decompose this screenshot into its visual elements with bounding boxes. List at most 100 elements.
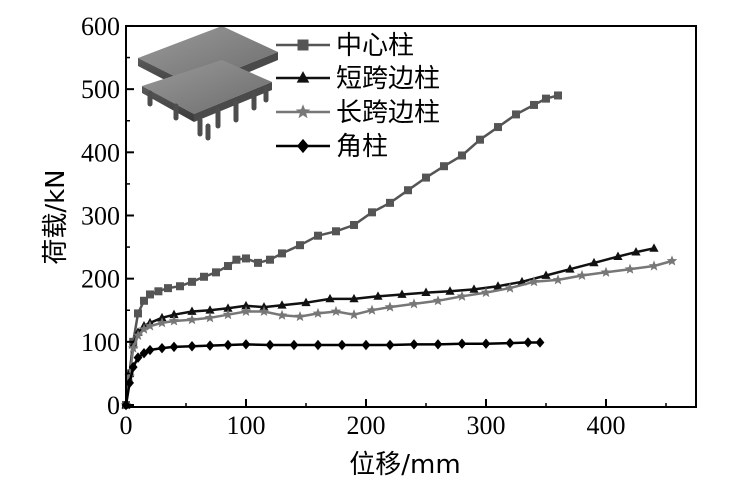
data-point	[276, 309, 288, 320]
data-point	[366, 304, 378, 315]
y-tick-label: 300	[81, 201, 120, 230]
data-point	[530, 100, 538, 109]
data-point	[314, 231, 322, 240]
data-point	[124, 371, 135, 382]
data-point	[422, 173, 430, 182]
y-tick-label: 400	[81, 138, 120, 167]
data-point	[301, 297, 311, 307]
data-point	[187, 306, 197, 315]
x-tick-label: 100	[227, 411, 266, 440]
data-point	[240, 305, 252, 316]
data-point	[494, 123, 502, 132]
data-point	[241, 300, 251, 310]
legend-item-long-span-edge-column: 长跨边柱	[276, 98, 440, 128]
series-line	[124, 259, 673, 406]
data-point	[349, 293, 359, 303]
data-point	[144, 320, 156, 331]
y-tick-label: 200	[81, 265, 120, 294]
data-point	[134, 309, 142, 318]
series-line	[124, 341, 540, 406]
data-point	[433, 339, 443, 350]
data-point	[528, 276, 540, 287]
data-point	[154, 287, 163, 296]
data-point	[480, 287, 492, 298]
data-point	[254, 258, 262, 267]
legend-item-short-span-edge-column: 短跨边柱	[276, 64, 440, 94]
legend-label: 角柱	[336, 132, 388, 162]
data-point	[332, 227, 340, 236]
data-point	[554, 91, 562, 100]
legend-marker	[296, 71, 310, 83]
data-point	[456, 290, 468, 301]
data-point	[373, 291, 383, 300]
data-point	[224, 262, 232, 271]
data-point	[576, 269, 588, 280]
data-point	[648, 260, 660, 271]
y-axis: 0 100 200 300 400 500 600	[81, 12, 134, 420]
data-point	[294, 311, 306, 322]
data-point	[476, 135, 484, 144]
legend-label: 短跨边柱	[336, 64, 440, 94]
data-point	[278, 249, 286, 258]
series-short-span-edge-column	[121, 243, 659, 409]
data-point	[589, 257, 599, 267]
data-point	[313, 339, 323, 351]
data-point	[325, 293, 335, 303]
y-tick-label: 100	[81, 328, 120, 357]
data-point	[361, 339, 371, 351]
data-point	[296, 241, 304, 250]
data-point	[493, 281, 503, 290]
data-point	[348, 309, 360, 320]
data-point	[169, 341, 179, 353]
data-point	[205, 305, 215, 314]
data-point	[512, 110, 520, 119]
data-point	[277, 300, 287, 309]
data-point	[169, 309, 179, 319]
data-point	[408, 298, 420, 309]
data-point	[223, 339, 233, 351]
data-point	[385, 339, 395, 351]
series-line	[124, 247, 655, 406]
data-point	[289, 339, 299, 351]
legend-label: 中心柱	[336, 31, 414, 61]
data-point	[164, 284, 172, 293]
series-long-span-edge-column	[120, 255, 678, 410]
data-point	[176, 282, 184, 291]
data-point	[600, 266, 612, 277]
data-point	[666, 255, 678, 266]
data-point	[445, 286, 455, 295]
data-point	[457, 338, 467, 349]
data-point	[125, 377, 134, 389]
data-point	[157, 342, 167, 354]
data-point	[552, 274, 564, 285]
data-point	[469, 284, 479, 293]
data-point	[266, 255, 274, 264]
data-point	[232, 255, 241, 264]
data-point	[397, 289, 407, 298]
series-line	[124, 94, 559, 406]
plot-frame	[125, 25, 697, 408]
legend-item-corner-column: 角柱	[276, 132, 388, 162]
x-tick-label: 200	[347, 411, 386, 440]
data-point	[624, 263, 636, 274]
data-point	[421, 287, 431, 296]
data-point	[132, 329, 144, 340]
data-point	[481, 338, 491, 349]
data-point	[458, 151, 466, 160]
data-point	[440, 162, 448, 171]
plot-area	[120, 91, 678, 411]
data-point	[204, 312, 216, 323]
data-point	[649, 243, 659, 252]
data-point	[133, 352, 143, 363]
data-point	[156, 317, 168, 328]
data-point	[223, 303, 233, 312]
y-tick-label: 0	[107, 391, 120, 420]
y-tick-label: 600	[81, 12, 120, 41]
data-point	[187, 341, 197, 352]
data-point	[212, 268, 220, 277]
data-point	[523, 337, 533, 348]
data-point	[330, 305, 342, 316]
data-point	[145, 344, 155, 356]
y-tick-label: 500	[81, 75, 120, 104]
